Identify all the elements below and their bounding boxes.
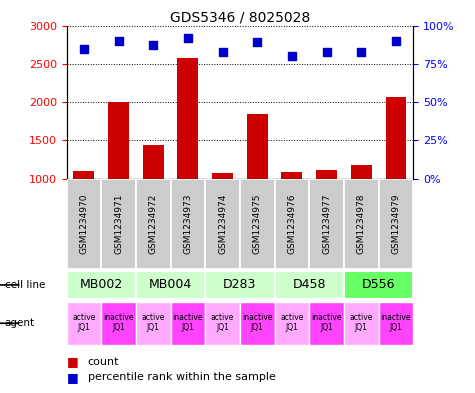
Text: GSM1234973: GSM1234973 xyxy=(183,194,192,254)
Bar xyxy=(247,114,267,179)
Bar xyxy=(66,301,101,345)
Text: GSM1234972: GSM1234972 xyxy=(149,194,158,254)
Point xyxy=(218,48,227,55)
Text: ■: ■ xyxy=(66,371,78,384)
Bar xyxy=(282,172,302,179)
Bar xyxy=(108,102,129,179)
Bar xyxy=(275,271,344,299)
Point xyxy=(288,53,295,59)
Bar xyxy=(240,179,275,269)
Bar xyxy=(205,179,240,269)
Bar xyxy=(143,145,163,179)
Bar xyxy=(379,301,413,345)
Text: GSM1234977: GSM1234977 xyxy=(322,194,331,254)
Bar xyxy=(171,179,205,269)
Bar xyxy=(66,179,101,269)
Bar xyxy=(351,165,371,179)
Text: inactive
JQ1: inactive JQ1 xyxy=(172,313,203,332)
Text: cell line: cell line xyxy=(5,280,45,290)
Text: D556: D556 xyxy=(362,278,395,291)
Point xyxy=(358,48,365,55)
Bar xyxy=(101,179,136,269)
Bar xyxy=(275,179,309,269)
Bar xyxy=(66,271,136,299)
Bar xyxy=(344,271,413,299)
Bar xyxy=(212,173,233,179)
Text: D283: D283 xyxy=(223,278,256,291)
Point xyxy=(115,38,123,44)
Bar xyxy=(205,271,275,299)
Bar xyxy=(309,179,344,269)
Point xyxy=(149,42,157,49)
Text: inactive
JQ1: inactive JQ1 xyxy=(380,313,411,332)
Bar xyxy=(379,179,413,269)
Text: active
JQ1: active JQ1 xyxy=(280,313,304,332)
Point xyxy=(323,48,331,55)
Point xyxy=(254,39,261,46)
Text: GSM1234979: GSM1234979 xyxy=(391,194,400,254)
Text: GSM1234976: GSM1234976 xyxy=(287,194,296,254)
Text: GSM1234971: GSM1234971 xyxy=(114,194,123,254)
Text: active
JQ1: active JQ1 xyxy=(211,313,234,332)
Text: active
JQ1: active JQ1 xyxy=(72,313,95,332)
Bar xyxy=(136,301,171,345)
Bar xyxy=(205,301,240,345)
Text: ■: ■ xyxy=(66,355,78,368)
Text: inactive
JQ1: inactive JQ1 xyxy=(242,313,273,332)
Text: D458: D458 xyxy=(293,278,326,291)
Text: GSM1234974: GSM1234974 xyxy=(218,194,227,254)
Text: count: count xyxy=(88,356,119,367)
Text: MB004: MB004 xyxy=(149,278,192,291)
Bar xyxy=(240,301,275,345)
Text: agent: agent xyxy=(5,318,35,328)
Text: active
JQ1: active JQ1 xyxy=(142,313,165,332)
Bar xyxy=(275,301,309,345)
Bar xyxy=(309,301,344,345)
Text: GSM1234978: GSM1234978 xyxy=(357,194,366,254)
Bar xyxy=(74,171,94,179)
Bar xyxy=(344,179,379,269)
Text: MB002: MB002 xyxy=(79,278,123,291)
Text: inactive
JQ1: inactive JQ1 xyxy=(103,313,134,332)
Title: GDS5346 / 8025028: GDS5346 / 8025028 xyxy=(170,10,310,24)
Bar xyxy=(178,59,198,179)
Text: inactive
JQ1: inactive JQ1 xyxy=(311,313,342,332)
Bar xyxy=(136,179,171,269)
Point xyxy=(392,38,400,44)
Bar xyxy=(386,97,406,179)
Bar xyxy=(316,170,337,179)
Point xyxy=(184,35,192,41)
Text: active
JQ1: active JQ1 xyxy=(350,313,373,332)
Bar xyxy=(136,271,205,299)
Text: GSM1234975: GSM1234975 xyxy=(253,194,262,254)
Bar xyxy=(171,301,205,345)
Bar xyxy=(101,301,136,345)
Point xyxy=(80,45,88,51)
Bar xyxy=(344,301,379,345)
Text: GSM1234970: GSM1234970 xyxy=(79,194,88,254)
Text: percentile rank within the sample: percentile rank within the sample xyxy=(88,372,276,382)
